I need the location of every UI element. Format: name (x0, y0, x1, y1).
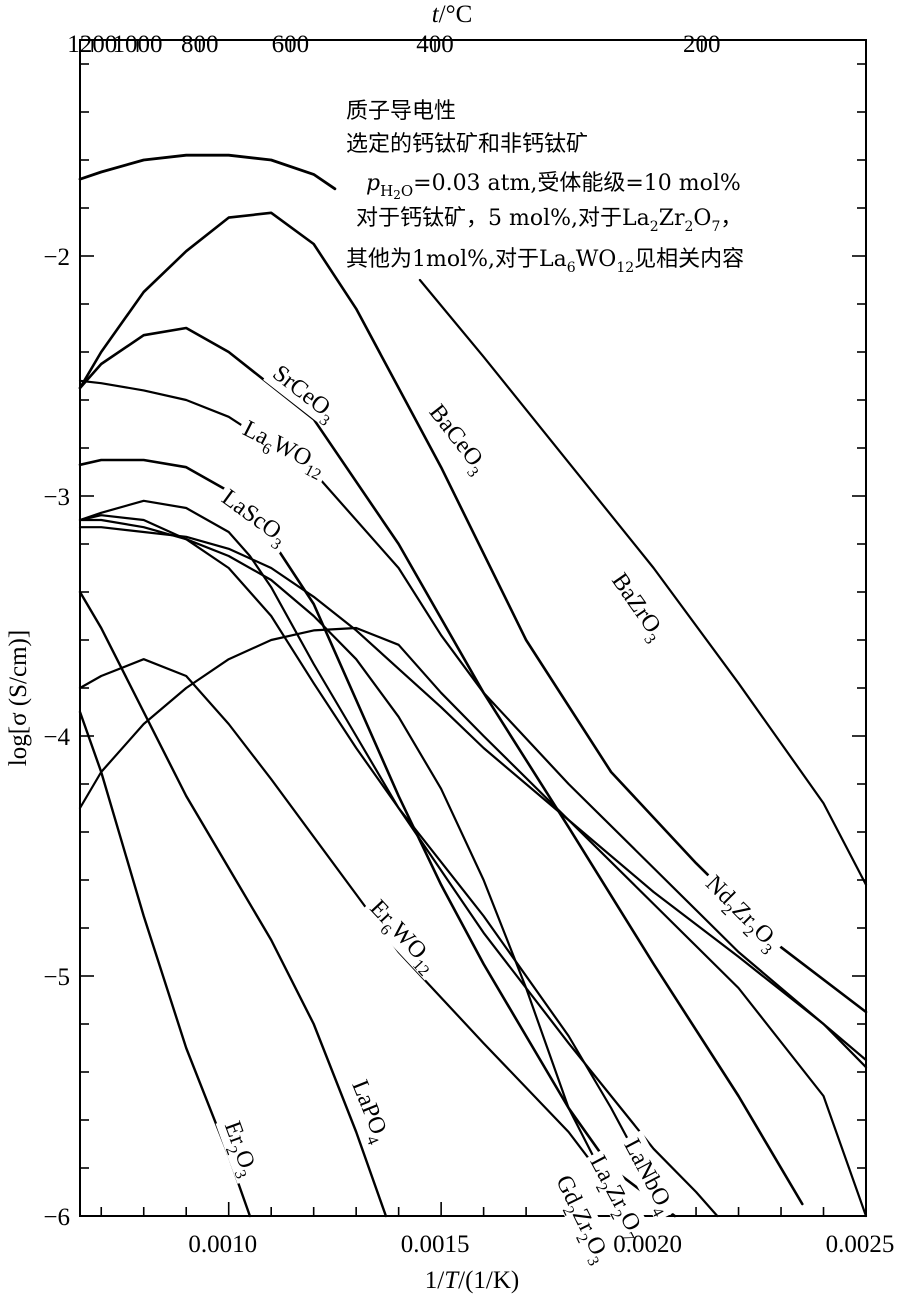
series-label-nd2zr2o3: Nd2Zr2O3 (696, 866, 789, 960)
series-line-unlabeled (78, 626, 868, 1218)
y-tick-label: −5 (43, 964, 70, 991)
note-line-1: 质子导电性 (346, 99, 456, 124)
y-tick-label: −6 (43, 1204, 70, 1231)
x-tick-label: 0.0020 (613, 1231, 682, 1258)
series-label-la2zr2o7: La2Zr2O7 (580, 1146, 654, 1247)
y-tick-label: −2 (43, 244, 70, 271)
series-line-baceo3 (78, 211, 868, 1014)
series-label-er6wo12: Er6WO12 (360, 890, 447, 981)
series-line-la6wo12 (78, 379, 868, 1069)
series-line-la2zr2o7 (78, 514, 668, 1218)
tick-labels: −2 −3 −4 −5 −6 0.0010 0.0015 0.0020 0.0025 120010… (43, 31, 894, 1258)
top-tick-label: 1000 (113, 31, 163, 58)
series-label-text: Nd2Zr2O3 (697, 871, 785, 959)
series-label-gd2zr2o3: Gd2Zr2O3 (546, 1166, 619, 1271)
series-line-bazro3 (418, 278, 868, 886)
plot-frame (79, 39, 867, 1217)
tick-marks (80, 40, 867, 1217)
top-tick-label: 800 (181, 31, 219, 58)
top-axis-title: t/°C (432, 1, 473, 28)
y-tick-label: −3 (43, 484, 70, 511)
top-tick-label: 200 (683, 31, 721, 58)
series-label-srceo3: SrCeO3 (263, 356, 346, 430)
top-tick-label: 400 (416, 31, 454, 58)
note-line-3: pH2O=0.03 atm,受体能级=10 mol% (366, 171, 741, 202)
series-label-text: Er6WO12 (361, 895, 443, 980)
top-tick-label: 600 (272, 31, 310, 58)
series-line-bazro3 (78, 153, 337, 191)
top-tick-label: 1200 (67, 31, 117, 58)
series-line-lasco3 (78, 458, 677, 1218)
series-label-bazro3: BaZrO3 (602, 564, 675, 650)
series-line-gd2zr2o3 (78, 518, 625, 1218)
note-line-2: 选定的钙钛矿和非钙钛矿 (346, 132, 588, 157)
y-tick-label: −4 (43, 724, 70, 751)
series-line-er6wo12 (78, 658, 634, 1218)
series-label-baceo3: BaCeO3 (419, 395, 497, 483)
note-line-5: 其他为1mol%,对于La6WO12见相关内容 (346, 247, 744, 276)
series-line-lapo4 (78, 590, 388, 1218)
x-tick-label: 0.0025 (826, 1231, 895, 1258)
x-tick-label: 0.0015 (401, 1231, 470, 1258)
series-label-er2o3: Er2O3 (215, 1113, 266, 1184)
series-label-text: LaScO3 (214, 485, 293, 554)
x-axis-title: 1/T/(1/K) (425, 1267, 519, 1294)
condition-note: 质子导电性 选定的钙钛矿和非钙钛矿 pH2O=0.03 atm,受体能级=10 … (346, 99, 744, 276)
y-axis-title: log[σ (S/cm)] (5, 630, 32, 766)
series-curves (78, 153, 868, 1218)
series-line-srceo3 (78, 326, 804, 1206)
series-line-lanbo4 (78, 499, 719, 1218)
x-tick-label: 0.0010 (188, 1231, 257, 1258)
series-line-nd2zr2o3 (78, 526, 868, 1062)
series-label-lasco3: LaScO3 (212, 480, 297, 554)
note-line-4: 对于钙钛矿，5 mol%,对于La2Zr2O7， (356, 206, 742, 235)
